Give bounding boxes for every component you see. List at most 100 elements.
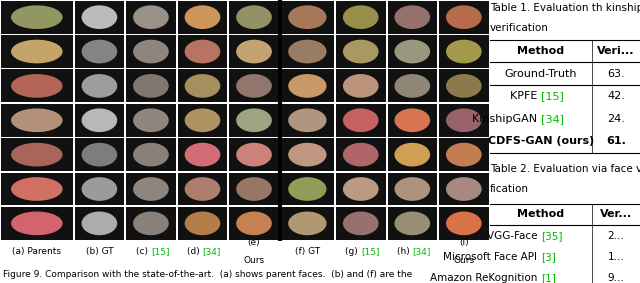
Ellipse shape — [81, 5, 117, 29]
Text: Method: Method — [517, 209, 564, 219]
Ellipse shape — [133, 211, 169, 235]
Text: [1]: [1] — [541, 273, 556, 283]
Ellipse shape — [184, 211, 220, 235]
Bar — [439, 207, 488, 240]
Ellipse shape — [446, 108, 482, 132]
Bar — [336, 138, 385, 171]
Ellipse shape — [11, 40, 63, 63]
Ellipse shape — [394, 143, 430, 166]
Bar — [126, 104, 176, 137]
Bar — [75, 173, 124, 205]
Ellipse shape — [394, 40, 430, 63]
Ellipse shape — [446, 5, 482, 29]
Ellipse shape — [288, 74, 326, 98]
Text: [3]: [3] — [541, 252, 556, 262]
Bar — [75, 104, 124, 137]
Ellipse shape — [446, 143, 482, 166]
Text: [15]: [15] — [361, 247, 380, 256]
Ellipse shape — [236, 108, 272, 132]
Ellipse shape — [288, 143, 326, 166]
Ellipse shape — [184, 108, 220, 132]
Bar — [336, 173, 385, 205]
Ellipse shape — [236, 211, 272, 235]
Text: Table 2. Evaluation via face veri-: Table 2. Evaluation via face veri- — [490, 164, 640, 174]
Text: (f) GT: (f) GT — [295, 247, 320, 256]
Text: (d) [34]: (d) [34] — [186, 247, 220, 256]
Text: Veri...: Veri... — [597, 46, 635, 56]
Bar — [1, 1, 73, 34]
Text: Ground-Truth: Ground-Truth — [504, 68, 577, 79]
Text: VGG-Face: VGG-Face — [487, 231, 541, 241]
Bar — [229, 1, 279, 34]
Ellipse shape — [81, 177, 117, 201]
Ellipse shape — [343, 143, 379, 166]
Ellipse shape — [81, 40, 117, 63]
Bar — [126, 35, 176, 68]
Text: (b) GT: (b) GT — [86, 247, 113, 256]
Ellipse shape — [81, 108, 117, 132]
Ellipse shape — [133, 108, 169, 132]
Text: [34]: [34] — [412, 247, 431, 256]
Ellipse shape — [133, 5, 169, 29]
Bar — [178, 138, 227, 171]
Text: 1...: 1... — [607, 252, 624, 262]
Ellipse shape — [133, 74, 169, 98]
Ellipse shape — [81, 143, 117, 166]
Bar — [439, 104, 488, 137]
Ellipse shape — [394, 74, 430, 98]
Bar — [439, 138, 488, 171]
Ellipse shape — [343, 211, 379, 235]
Ellipse shape — [288, 108, 326, 132]
Bar — [75, 69, 124, 102]
Ellipse shape — [184, 5, 220, 29]
Bar — [281, 1, 334, 34]
Text: (i): (i) — [459, 238, 468, 247]
Text: KinshipGAN: KinshipGAN — [472, 114, 541, 124]
Bar — [336, 69, 385, 102]
Bar — [336, 207, 385, 240]
Text: Ours: Ours — [243, 256, 264, 265]
Bar — [439, 35, 488, 68]
Bar — [126, 207, 176, 240]
Bar — [126, 69, 176, 102]
Ellipse shape — [343, 74, 379, 98]
Bar — [229, 207, 279, 240]
Text: 63.: 63. — [607, 68, 625, 79]
Bar — [1, 104, 73, 137]
Bar — [439, 173, 488, 205]
Text: Ours: Ours — [453, 256, 474, 265]
Text: 24.: 24. — [607, 114, 625, 124]
Bar — [178, 35, 227, 68]
Text: [34]: [34] — [541, 114, 564, 124]
Bar — [1, 207, 73, 240]
Ellipse shape — [11, 211, 63, 235]
Bar — [75, 1, 124, 34]
Ellipse shape — [394, 108, 430, 132]
Text: verification: verification — [490, 23, 548, 33]
Ellipse shape — [184, 143, 220, 166]
Text: (d): (d) — [187, 247, 202, 256]
Bar — [281, 69, 334, 102]
Bar — [178, 207, 227, 240]
Ellipse shape — [236, 40, 272, 63]
Bar — [439, 1, 488, 34]
Bar — [178, 1, 227, 34]
Ellipse shape — [446, 40, 482, 63]
Text: fication: fication — [490, 184, 529, 194]
Ellipse shape — [133, 177, 169, 201]
Text: CDFS-GAN (ours): CDFS-GAN (ours) — [488, 136, 594, 147]
Text: Figure 9. Comparison with the state-of-the-art.  (a) shows parent faces.  (b) an: Figure 9. Comparison with the state-of-t… — [3, 270, 412, 279]
Ellipse shape — [11, 74, 63, 98]
Bar — [126, 1, 176, 34]
Bar — [126, 138, 176, 171]
Text: (c) [15]: (c) [15] — [134, 247, 168, 256]
Text: (c): (c) — [136, 247, 151, 256]
Bar — [387, 207, 437, 240]
Bar — [178, 173, 227, 205]
Text: 61.: 61. — [606, 136, 626, 147]
Ellipse shape — [11, 143, 63, 166]
Bar — [229, 104, 279, 137]
Bar — [126, 173, 176, 205]
Ellipse shape — [236, 5, 272, 29]
Ellipse shape — [288, 5, 326, 29]
